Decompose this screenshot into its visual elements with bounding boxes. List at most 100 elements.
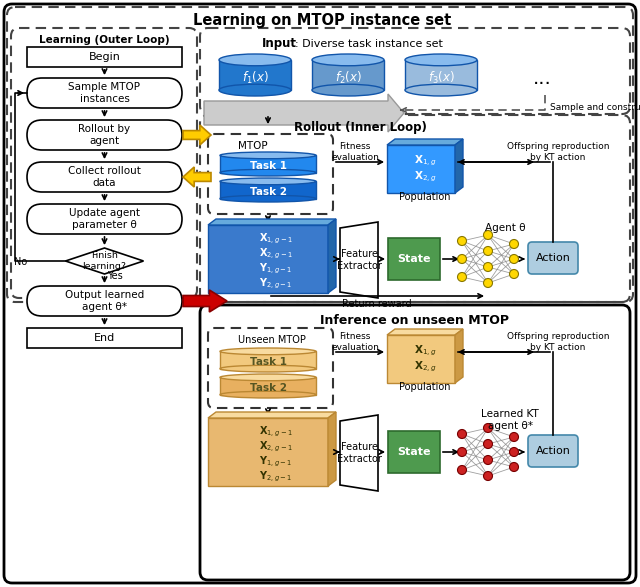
- Ellipse shape: [219, 54, 291, 66]
- Bar: [388, 431, 440, 473]
- Circle shape: [483, 278, 493, 288]
- Circle shape: [458, 465, 467, 474]
- Ellipse shape: [220, 392, 316, 398]
- Polygon shape: [387, 139, 463, 145]
- Text: : Diverse task instance set: : Diverse task instance set: [295, 39, 443, 49]
- Text: Update agent
parameter θ: Update agent parameter θ: [69, 208, 140, 230]
- Text: X$_{2,g-1}$: X$_{2,g-1}$: [259, 247, 293, 261]
- Text: X$_{2,g}$: X$_{2,g}$: [413, 170, 436, 184]
- Circle shape: [483, 456, 493, 464]
- Text: MTOP: MTOP: [238, 141, 268, 151]
- Circle shape: [458, 272, 467, 282]
- Polygon shape: [387, 329, 463, 335]
- Text: Sample and construct task pair: Sample and construct task pair: [550, 103, 640, 113]
- Text: Output learned
agent θ*: Output learned agent θ*: [65, 290, 144, 312]
- Circle shape: [483, 423, 493, 433]
- Circle shape: [483, 262, 493, 272]
- Text: Begin: Begin: [88, 52, 120, 62]
- Circle shape: [483, 247, 493, 255]
- Text: Yes: Yes: [108, 271, 124, 281]
- Circle shape: [483, 231, 493, 239]
- Bar: [312, 60, 384, 90]
- Text: Learning on MTOP instance set: Learning on MTOP instance set: [193, 14, 451, 29]
- Text: X$_{1,g}$: X$_{1,g}$: [413, 154, 436, 168]
- Polygon shape: [208, 219, 336, 225]
- FancyBboxPatch shape: [27, 162, 182, 192]
- Text: End: End: [94, 333, 115, 343]
- Text: Task 2: Task 2: [250, 383, 287, 393]
- Bar: [27, 328, 182, 348]
- Bar: [387, 335, 455, 383]
- FancyBboxPatch shape: [27, 204, 182, 234]
- Ellipse shape: [220, 169, 316, 176]
- Bar: [220, 377, 316, 394]
- Text: Inference on unseen MTOP: Inference on unseen MTOP: [321, 313, 509, 326]
- Ellipse shape: [220, 348, 316, 355]
- Text: Finish
learning?: Finish learning?: [83, 251, 127, 271]
- Polygon shape: [455, 329, 463, 383]
- Circle shape: [509, 239, 518, 248]
- FancyBboxPatch shape: [200, 305, 630, 580]
- Polygon shape: [183, 290, 227, 312]
- Polygon shape: [455, 139, 463, 193]
- FancyBboxPatch shape: [4, 4, 636, 583]
- Ellipse shape: [219, 85, 291, 96]
- Text: Return reward: Return reward: [342, 299, 412, 309]
- Circle shape: [458, 237, 467, 245]
- Text: No: No: [14, 257, 28, 267]
- Polygon shape: [65, 248, 143, 274]
- Ellipse shape: [220, 374, 316, 381]
- Text: X$_{1,g-1}$: X$_{1,g-1}$: [259, 425, 293, 439]
- Text: Input: Input: [262, 38, 297, 50]
- Text: Population: Population: [399, 382, 451, 392]
- Polygon shape: [340, 415, 378, 491]
- FancyBboxPatch shape: [528, 242, 578, 274]
- Bar: [208, 418, 328, 486]
- Text: Y$_{1,g-1}$: Y$_{1,g-1}$: [259, 262, 292, 276]
- Ellipse shape: [405, 54, 477, 66]
- Text: Collect rollout
data: Collect rollout data: [68, 166, 141, 188]
- Text: Offspring reproduction
by KT action: Offspring reproduction by KT action: [507, 142, 609, 161]
- Bar: [220, 181, 316, 198]
- Polygon shape: [204, 94, 404, 132]
- Text: Task 1: Task 1: [250, 357, 287, 367]
- Circle shape: [458, 447, 467, 457]
- Bar: [208, 225, 328, 293]
- Text: $f_1(x)$: $f_1(x)$: [241, 70, 268, 86]
- Bar: [388, 238, 440, 280]
- Circle shape: [509, 463, 518, 471]
- FancyBboxPatch shape: [528, 435, 578, 467]
- Text: Action: Action: [536, 253, 570, 263]
- Bar: [220, 156, 316, 173]
- Text: Population: Population: [399, 192, 451, 202]
- Ellipse shape: [220, 195, 316, 202]
- Circle shape: [483, 440, 493, 448]
- Text: Feature
Extractor: Feature Extractor: [337, 249, 381, 271]
- Text: Sample MTOP
instances: Sample MTOP instances: [68, 82, 141, 104]
- Text: Offspring reproduction
by KT action: Offspring reproduction by KT action: [507, 332, 609, 352]
- Polygon shape: [340, 222, 378, 298]
- Text: Fitness
evaluation: Fitness evaluation: [331, 142, 379, 161]
- Polygon shape: [328, 412, 336, 486]
- Text: Task 1: Task 1: [250, 161, 287, 171]
- Ellipse shape: [220, 365, 316, 372]
- FancyBboxPatch shape: [27, 120, 182, 150]
- Circle shape: [458, 255, 467, 264]
- Circle shape: [509, 255, 518, 264]
- Circle shape: [509, 433, 518, 441]
- Bar: [220, 352, 316, 369]
- Text: $f_2(x)$: $f_2(x)$: [335, 70, 362, 86]
- Text: Agent θ: Agent θ: [484, 223, 525, 233]
- Ellipse shape: [405, 85, 477, 96]
- Text: Fitness
evaluation: Fitness evaluation: [331, 332, 379, 352]
- Text: X$_{2,g-1}$: X$_{2,g-1}$: [259, 440, 293, 454]
- Circle shape: [509, 447, 518, 457]
- Ellipse shape: [220, 178, 316, 185]
- Ellipse shape: [312, 54, 384, 66]
- Circle shape: [483, 471, 493, 481]
- Text: Rollout (Inner Loop): Rollout (Inner Loop): [294, 122, 426, 134]
- Text: X$_{1,g-1}$: X$_{1,g-1}$: [259, 232, 293, 246]
- Bar: [27, 47, 182, 67]
- FancyBboxPatch shape: [27, 78, 182, 108]
- Bar: [405, 60, 477, 90]
